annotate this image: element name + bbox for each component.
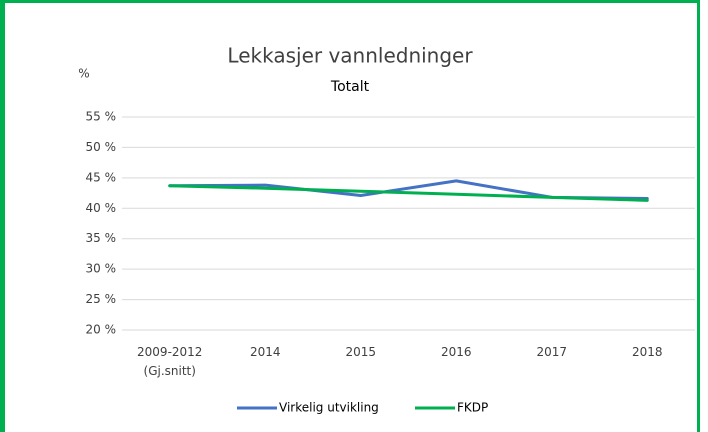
chart-subtitle: Totalt — [330, 79, 370, 95]
legend-label: FKDP — [457, 401, 488, 415]
chart-title: Lekkasjer vannledninger — [227, 44, 473, 68]
y-tick-label: 35 % — [86, 231, 117, 245]
y-tick-label: 20 % — [86, 323, 117, 337]
y-tick-label: 25 % — [86, 292, 117, 306]
legend-label: Virkelig utvikling — [279, 401, 379, 415]
y-tick-label: 45 % — [86, 170, 117, 184]
y-tick-label: 30 % — [86, 262, 117, 276]
line-series — [168, 184, 649, 202]
y-tick-label: 40 % — [86, 201, 117, 215]
y-axis-label: % — [78, 67, 89, 81]
x-tick-label: 2016 — [440, 345, 472, 359]
line-series — [168, 179, 649, 201]
x-tick-label: 2017 — [536, 345, 568, 359]
y-tick-label: 50 % — [86, 140, 117, 154]
x-tick-label: 2014 — [249, 345, 281, 359]
x-tick-label: 2009-2012 (Gj.snitt) — [137, 345, 203, 378]
y-tick-label: 55 % — [86, 110, 117, 124]
x-tick-label: 2018 — [631, 345, 663, 359]
x-tick-label: 2015 — [345, 345, 377, 359]
